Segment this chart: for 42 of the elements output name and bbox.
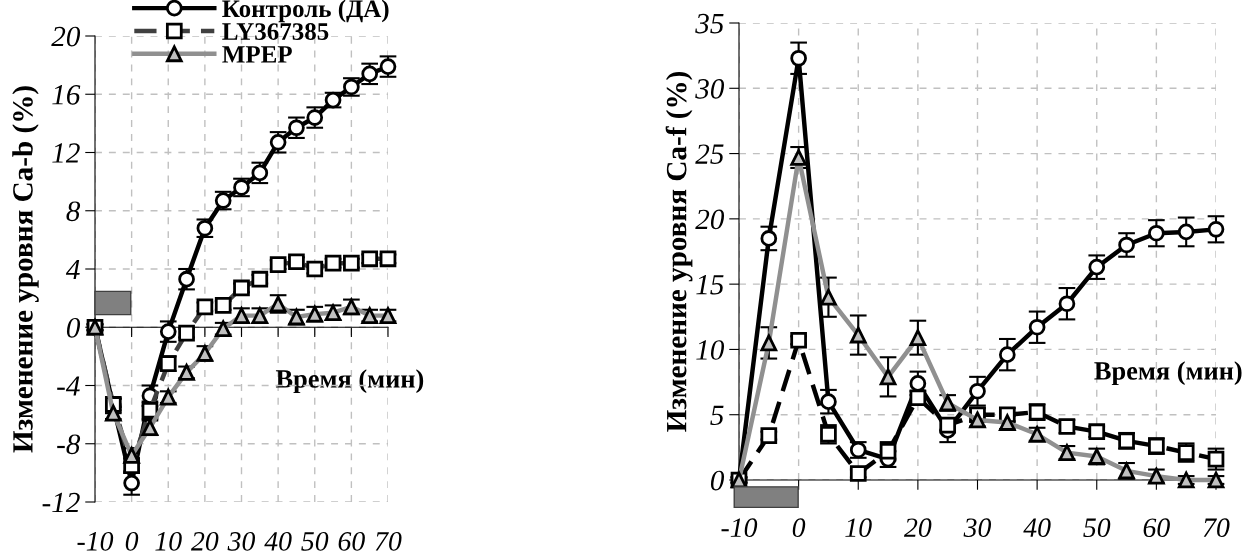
x-tick-label: 0 [125, 531, 139, 551]
x-tick-label: 70 [375, 531, 402, 551]
y-tick-label: 20 [51, 26, 81, 47]
y-axis-title: Изменение уровня Ca-f (%) [665, 71, 693, 432]
x-axis-title: Время (мин) [1094, 361, 1242, 386]
y-tick-label: 35 [695, 13, 724, 34]
y-tick-label: -4 [57, 376, 80, 396]
x-tick-label: 60 [338, 531, 365, 551]
x-tick-label: 0 [792, 518, 806, 538]
y-tick-label: -8 [57, 434, 81, 455]
x-tick-label: 40 [1023, 518, 1051, 538]
y-tick-label: -12 [42, 492, 80, 513]
x-axis-title: Время (мин) [275, 369, 424, 394]
legend-label: Контроль (ДА) [222, 0, 389, 23]
x-tick-label: 60 [1143, 518, 1170, 538]
x-tick-label: 10 [845, 518, 872, 538]
x-tick-label: 40 [264, 531, 292, 551]
x-tick-label: -10 [77, 531, 114, 551]
y-tick-label: 0 [66, 317, 81, 338]
y-tick-label: 8 [66, 201, 81, 222]
x-tick-label: 50 [1083, 518, 1111, 538]
y-tick-label: 12 [52, 143, 80, 163]
x-tick-label: 50 [301, 531, 329, 551]
y-tick-label: 4 [65, 259, 80, 280]
x-tick-label: 30 [963, 518, 992, 538]
x-tick-label: 70 [1203, 518, 1230, 538]
x-tick-label: 10 [155, 531, 182, 551]
x-tick-label: -10 [721, 518, 758, 538]
y-tick-label: 20 [695, 209, 725, 230]
y-tick-label: 16 [52, 85, 81, 105]
x-tick-label: 30 [227, 531, 256, 551]
y-tick-label: 15 [696, 275, 724, 295]
y-tick-label: 0 [710, 470, 725, 491]
x-tick-label: 20 [904, 518, 932, 538]
y-tick-label: 25 [695, 144, 724, 164]
legend-label: MPEP [222, 46, 292, 63]
y-tick-label: 10 [696, 340, 725, 360]
y-tick-label: 30 [695, 79, 725, 99]
y-axis-title: Изменение уровня Ca-b (%) [12, 86, 39, 453]
x-tick-label: 20 [191, 531, 219, 551]
legend-label: LY367385 [222, 23, 329, 40]
y-tick-label: 5 [710, 405, 724, 426]
